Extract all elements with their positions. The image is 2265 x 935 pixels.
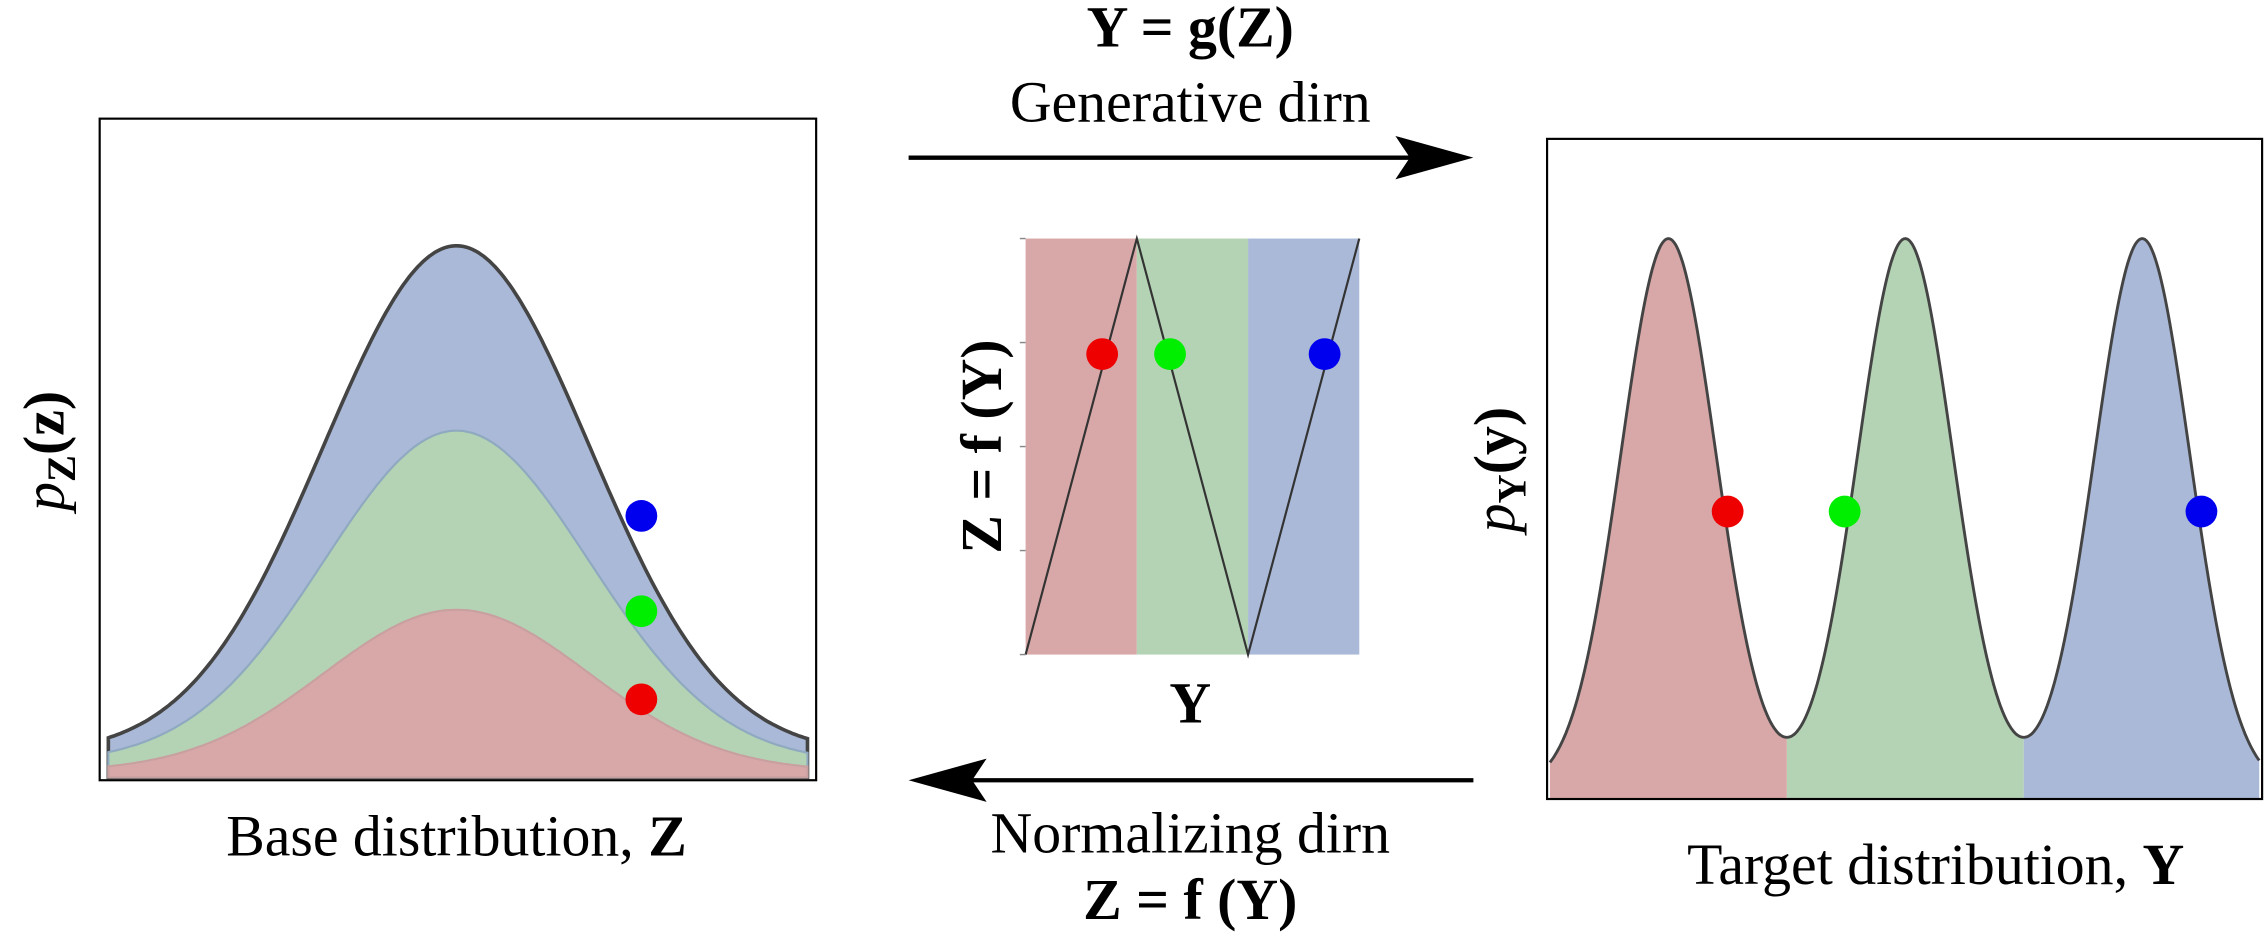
caption-text: Target distribution, bbox=[1687, 834, 2128, 897]
density-curve bbox=[1548, 237, 2261, 764]
flow-y-label: Z = f (Y) bbox=[951, 339, 1014, 553]
subscript: Y bbox=[1489, 474, 1534, 503]
normalizing-label: Normalizing dirn bbox=[991, 802, 1391, 865]
sample-point bbox=[625, 683, 658, 716]
sample-point bbox=[1828, 495, 1861, 528]
base-panel bbox=[98, 117, 818, 782]
density-region bbox=[1786, 238, 2024, 800]
target-panel bbox=[1545, 137, 2264, 801]
flow-function bbox=[1024, 234, 1361, 659]
density-region bbox=[1549, 238, 1787, 800]
base-y-label: pZ(z) bbox=[14, 391, 85, 515]
density-region bbox=[2023, 238, 2260, 800]
sample-point bbox=[625, 500, 658, 532]
density-layer bbox=[107, 608, 809, 779]
symbol: p bbox=[1464, 504, 1527, 537]
caption-variable: Z bbox=[648, 805, 687, 868]
symbol: p bbox=[14, 482, 77, 515]
flow-panel bbox=[1019, 234, 1361, 659]
subscript: Z bbox=[39, 455, 84, 482]
argument: (z) bbox=[14, 391, 77, 455]
sample-point bbox=[1154, 338, 1186, 370]
arrow-head bbox=[1395, 135, 1474, 180]
sample-point bbox=[1711, 495, 1744, 528]
base-caption: Base distribution, Z bbox=[226, 805, 687, 868]
panel-frame bbox=[1545, 137, 2264, 801]
sample-point bbox=[1086, 338, 1119, 370]
generative-label: Generative dirn bbox=[1010, 72, 1371, 135]
sample-point bbox=[1308, 338, 1341, 370]
generative-equation: Y = g(Z) bbox=[1087, 0, 1294, 59]
flow-x-label: Y bbox=[1169, 672, 1211, 735]
target-caption: Target distribution, Y bbox=[1687, 834, 2184, 897]
sample-point bbox=[625, 595, 658, 628]
caption-text: Base distribution, bbox=[226, 805, 634, 868]
sample-point bbox=[2185, 495, 2218, 528]
arrow-head bbox=[908, 758, 987, 802]
argument: (y) bbox=[1464, 407, 1527, 474]
normalizing-equation: Z = f (Y) bbox=[1083, 869, 1297, 932]
panel-frame bbox=[98, 117, 818, 782]
caption-variable: Y bbox=[2142, 834, 2184, 897]
target-y-label: pY(y) bbox=[1464, 407, 1535, 536]
